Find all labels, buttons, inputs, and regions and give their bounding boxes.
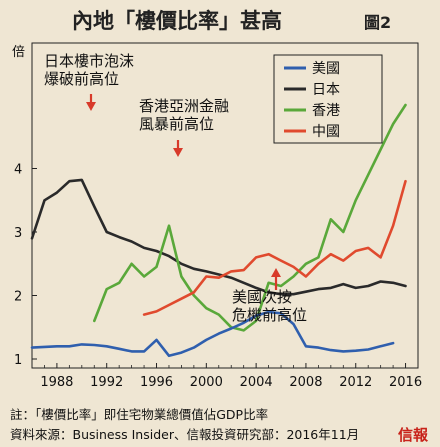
x-axis: 1988 1992 1996 2000 2004 2008 2012 2016 [31,363,422,390]
annotation-hongkong-line1: 香港亞洲金融 [139,97,229,115]
x-tick-label: 1996 [140,375,173,390]
y-tick-label: 1 [14,353,22,368]
annotation-usa-line2: 危機前高位 [232,306,307,324]
x-tick-label: 2000 [190,375,223,390]
chart-title: 內地「樓價比率」甚高 [72,9,282,33]
series-line-hongkong [93,103,407,332]
legend-box [273,54,383,144]
series-lines [30,103,407,358]
source-text: 資料來源：Business Insider、信報投資研究部：2016年11月 [10,427,359,442]
annotation-japan: 日本樓市泡沫 爆破前高位 [44,52,134,111]
legend-label-hongkong: 香港 [312,103,340,119]
x-tick-label: 1992 [90,375,123,390]
plot-frame [31,42,419,369]
brand-logo: 信報 [398,426,429,444]
x-tick-label: 2016 [389,375,422,390]
x-tick-label: 1988 [40,375,73,390]
annotation-hongkong: 香港亞洲金融 風暴前高位 [139,97,229,157]
series-line-usa [30,310,395,358]
footnote: 註：「樓價比率」即住宅物業總價值佔GDP比率 [10,407,268,422]
x-tick-label: 2008 [289,375,322,390]
legend-label-usa: 美國 [312,61,340,77]
x-tick-label: 2012 [339,375,372,390]
x-tick-label: 2004 [240,375,273,390]
y-tick-label: 4 [14,163,22,178]
y-tick-label: 2 [14,290,22,305]
series-line-china [142,179,407,316]
annotation-japan-line2: 爆破前高位 [44,70,119,88]
annotation-hongkong-line2: 風暴前高位 [139,115,214,133]
figure-label: 圖2 [364,13,391,32]
series-line-japan [30,178,407,296]
annotation-hongkong-arrowhead [173,148,183,157]
y-axis: 1 2 3 4 [14,163,37,368]
legend-label-china: 中國 [312,124,340,140]
annotation-japan-arrowhead [86,102,96,111]
y-axis-label: 倍 [12,45,25,60]
legend-label-japan: 日本 [312,82,340,98]
annotation-usa: 美國次按 危機前高位 [232,268,307,324]
legend: 美國 日本 香港 中國 [273,54,383,144]
annotation-usa-line1: 美國次按 [232,288,292,306]
annotation-usa-arrowhead [271,268,281,277]
annotation-japan-line1: 日本樓市泡沫 [44,52,134,70]
y-tick-label: 3 [14,226,22,241]
